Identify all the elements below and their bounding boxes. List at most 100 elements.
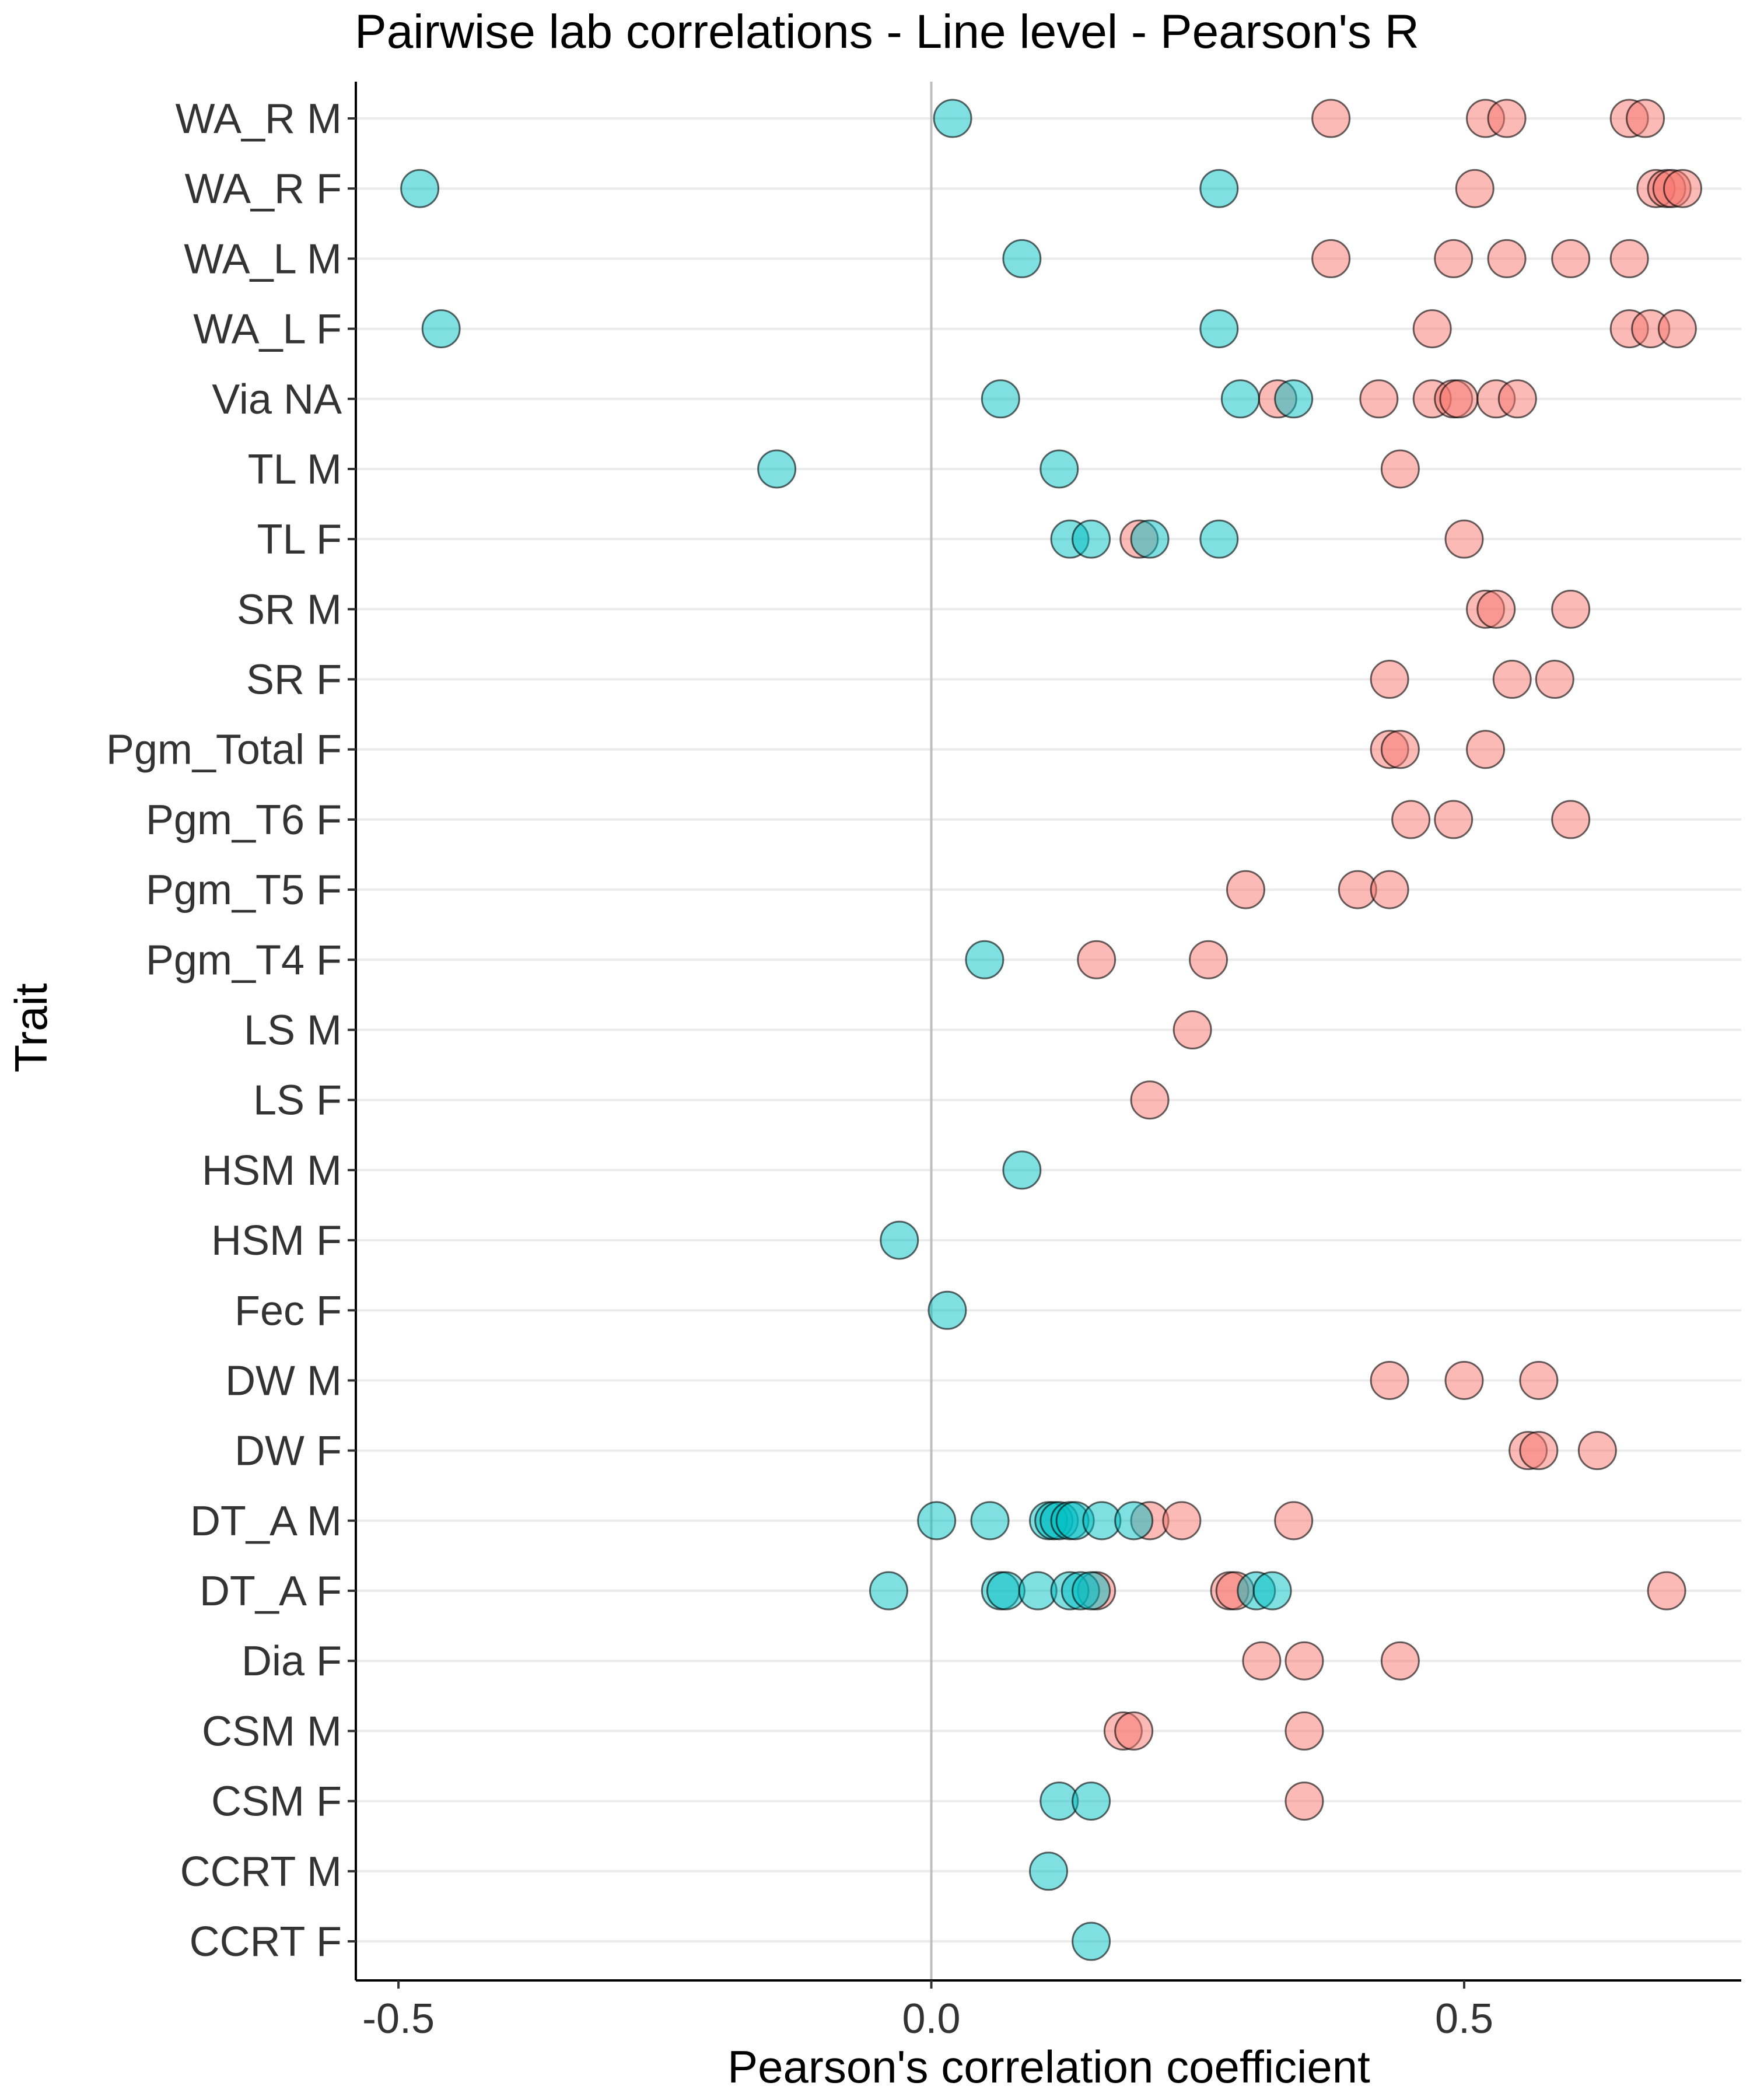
data-point [1077,940,1116,979]
y-axis-title: Trait [5,983,57,1072]
y-tick-label: HSM F [211,1217,342,1264]
data-point [880,1220,919,1260]
data-point [1199,309,1239,349]
data-point [1172,1010,1212,1049]
data-point [1370,660,1409,699]
data-point [1040,449,1079,489]
y-tick-label: WA_R M [176,96,342,142]
data-point [1242,1641,1282,1681]
data-point [1551,800,1591,839]
y-tick-label: Via NA [212,376,342,423]
data-points [400,99,1703,1961]
data-point [1657,309,1697,349]
data-point [1072,519,1111,559]
data-point [1444,1360,1484,1400]
data-point [1226,870,1265,909]
data-point [970,1501,1010,1541]
data-point [1476,589,1516,629]
y-tick-label: TL F [257,516,342,563]
x-tick-label: 0.5 [1435,1996,1493,2042]
data-point [1380,730,1420,769]
y-tick-label: Pgm_Total F [106,727,342,774]
data-point [1274,379,1314,419]
y-tick-label: TL M [248,446,342,493]
y-tick-label: CCRT F [190,1919,342,1965]
data-point [869,1571,908,1611]
data-point [1359,379,1399,419]
y-tick-label: SR M [237,586,342,633]
y-tick-label: Fec F [235,1287,342,1334]
data-point [1274,1501,1314,1541]
data-point [1284,1711,1324,1751]
y-tick-label: WA_L F [193,306,342,353]
y-tick-labels: WA_R M WA_R F WA_L M WA_L F Via NA TL M TL F SR… [106,96,356,1965]
data-point [1519,1360,1559,1400]
data-point [1072,1571,1111,1611]
data-point [1535,660,1574,699]
data-point [917,1501,957,1541]
data-point [1162,1501,1202,1541]
y-tick-label: Pgm_T4 F [146,937,342,984]
data-point [1002,1150,1042,1190]
y-tick-label: CSM M [202,1708,342,1755]
data-point [1189,940,1228,979]
data-point [1072,1782,1111,1821]
data-point [1391,800,1431,839]
y-tick-label: Pgm_T6 F [146,797,342,844]
chart-title: Pairwise lab correlations - Line level -… [355,5,1419,58]
data-point [1380,449,1420,489]
data-point [1626,99,1665,138]
data-point [981,379,1020,419]
data-point [1130,1080,1170,1120]
data-point [1370,1360,1409,1400]
data-point [1311,99,1351,138]
y-tick-label: LS M [244,1007,342,1054]
data-point [1455,169,1494,208]
data-point [1284,1782,1324,1821]
y-tick-label: Dia F [242,1638,342,1685]
data-point [1380,1641,1420,1681]
data-point [421,309,461,349]
data-point [1199,519,1239,559]
data-point [1434,239,1474,278]
x-tick-label: -0.5 [362,1996,435,2042]
data-point [1551,239,1591,278]
data-point [1029,1852,1068,1891]
data-point [1114,1711,1154,1751]
data-point [1439,379,1479,419]
data-point [1130,519,1170,559]
data-point [1114,1501,1154,1541]
y-tick-label: LS F [253,1077,342,1124]
data-point [400,169,440,208]
data-point [1487,239,1527,278]
y-tick-label: CCRT M [180,1849,342,1895]
y-tick-label: DT_A F [200,1568,342,1615]
data-point [1466,730,1506,769]
data-point [1492,660,1532,699]
data-point [1663,169,1703,208]
data-point [1199,169,1239,208]
data-point [1609,239,1649,278]
data-point [933,99,972,138]
data-point [1551,589,1591,629]
data-point [928,1290,967,1330]
data-point [1370,870,1409,909]
data-point [1577,1431,1617,1471]
data-point [1220,379,1260,419]
y-tick-label: HSM M [202,1147,342,1194]
data-point [1072,1922,1111,1961]
data-point [1284,1641,1324,1681]
data-point [1487,99,1527,138]
data-point [1252,1571,1292,1611]
data-point [757,449,797,489]
y-tick-label: DT_A M [190,1498,342,1545]
data-point [1444,519,1484,559]
data-point [1519,1431,1559,1471]
y-tick-label: DW M [225,1357,342,1404]
y-tick-label: DW F [235,1428,342,1475]
data-point [1647,1571,1686,1611]
y-tick-label: SR F [246,657,342,704]
data-point [1412,309,1452,349]
x-tick-label: 0.0 [902,1996,960,2042]
